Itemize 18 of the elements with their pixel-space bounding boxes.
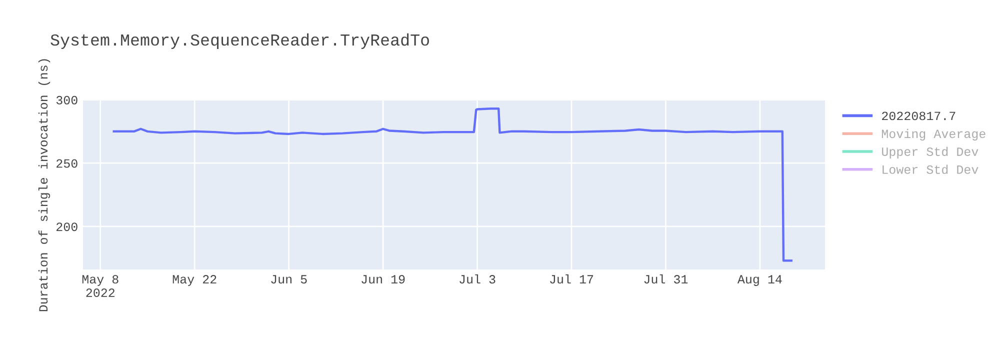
x-tick-label: Jul 17 — [550, 274, 594, 284]
x-tick-label: Jul 31 — [644, 274, 688, 284]
chart-title: System.Memory.SequenceReader.TryReadTo — [50, 33, 429, 49]
y-tick-label: 200 — [56, 222, 78, 232]
x-tick-label: Aug 14 — [737, 275, 782, 286]
x-tick-label: May 22 — [172, 275, 216, 286]
legend-label: Moving Average — [882, 128, 986, 141]
x-tick-label: Jun 19 — [362, 275, 405, 284]
legend-label: Lower Std Dev — [882, 164, 978, 174]
x-tick-label: Jul 3 — [460, 274, 496, 284]
legend-label: Upper Std Dev — [882, 146, 978, 158]
line-series — [112, 108, 792, 262]
x-tick-label: May 8 2022 — [82, 275, 118, 298]
y-tick-label: 300 — [56, 96, 78, 104]
y-tick-label: 250 — [56, 159, 78, 168]
x-tick-label: Jun 5 — [271, 275, 307, 284]
y-axis-title: Duration of single invocation (ns) — [38, 59, 50, 312]
legend-label: 20220817.7 — [882, 112, 956, 120]
